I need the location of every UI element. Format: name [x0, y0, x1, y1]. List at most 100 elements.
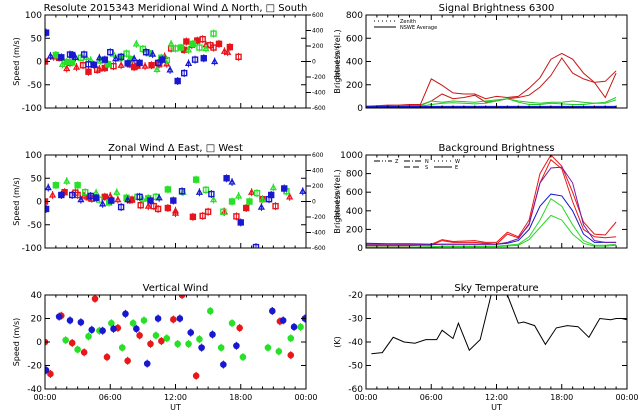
y-tick-label: 600	[346, 34, 363, 44]
data-point-square	[252, 243, 260, 248]
data-point-triangle	[171, 206, 180, 214]
y-right-tick-label: 600	[312, 152, 324, 159]
y-right-tick-label: -600	[312, 105, 326, 112]
data-point-square	[177, 44, 185, 51]
x-axis-label: UT	[491, 403, 502, 412]
x-tick-label: 06:00	[99, 393, 122, 402]
chart-title: Sky Temperature	[454, 283, 538, 294]
data-point-triangle	[149, 50, 157, 57]
series-line-red-1	[366, 52, 617, 107]
data-point	[209, 331, 216, 338]
data-point	[207, 307, 214, 315]
data-point	[187, 329, 195, 336]
y-tick-label: 0	[357, 244, 363, 254]
chart-title: Vertical Wind	[143, 283, 209, 294]
panel-signal: Signal Brightness 6300 800 600 400 200 0 Brigh…	[333, 3, 628, 114]
plot-area	[45, 295, 306, 380]
data-point-square	[117, 203, 125, 211]
y-tick-label: -100	[22, 244, 43, 254]
chart-title: Signal Brightness 6300	[439, 3, 555, 14]
chart-title: Resolute 2015343 Meridional Wind Δ North…	[44, 3, 308, 14]
plot-frame	[365, 154, 628, 249]
data-point-triangle	[46, 52, 55, 59]
data-point	[275, 348, 283, 355]
data-point-square	[136, 193, 143, 201]
data-point	[140, 317, 148, 324]
data-point-triangle	[234, 192, 243, 199]
x-tick-label: 12:00	[164, 393, 187, 402]
data-point-square	[108, 197, 115, 204]
data-point-triangle	[77, 195, 85, 203]
y-right-axis-label: Speed (m/s)	[334, 183, 341, 219]
data-point-square	[235, 53, 242, 61]
y-right-tick-label: 600	[312, 12, 324, 19]
y-axis-label: Speed (m/s)	[12, 177, 21, 226]
data-point-triangle	[117, 61, 125, 68]
y-right-tick-label: 400	[312, 28, 324, 35]
data-point	[264, 344, 272, 351]
data-point	[133, 325, 140, 333]
y-tick-label: 100	[25, 151, 42, 161]
data-point	[287, 351, 295, 359]
y-tick-label: 1000	[340, 151, 363, 161]
data-point	[124, 357, 131, 365]
y-tick-label: -40	[348, 338, 363, 348]
y-tick-label: 0	[36, 58, 42, 68]
data-point-square	[220, 208, 227, 215]
data-point-square	[164, 186, 172, 193]
data-point-triangle	[72, 63, 81, 70]
data-point-square	[191, 56, 199, 63]
data-point-triangle	[299, 187, 306, 194]
data-point-square	[136, 59, 143, 67]
legend-label: E	[455, 165, 458, 171]
data-point-triangle	[141, 62, 149, 69]
data-point	[154, 315, 162, 322]
data-point-square	[242, 204, 250, 212]
data-point	[290, 323, 298, 331]
data-point-square	[68, 51, 76, 59]
y-tick-label: 800	[346, 170, 363, 180]
data-point	[220, 361, 227, 368]
y-right-tick-label: -400	[312, 230, 326, 237]
y-tick-label: 40	[31, 291, 43, 301]
data-point-square	[85, 61, 92, 68]
data-point-square	[155, 61, 163, 68]
data-point-square	[164, 204, 172, 212]
data-point-square	[202, 186, 210, 194]
data-point-triangle	[228, 178, 236, 185]
data-point	[55, 313, 63, 320]
data-point-square	[223, 175, 230, 182]
data-point	[80, 349, 88, 356]
data-point-square	[281, 185, 288, 192]
data-point	[91, 295, 99, 303]
plot-area	[45, 28, 242, 86]
data-point-square	[246, 198, 253, 205]
data-point-square	[124, 60, 131, 67]
data-point	[45, 366, 50, 374]
data-point-square	[147, 197, 154, 204]
data-point-square	[272, 202, 279, 210]
data-point	[62, 336, 69, 344]
data-point-triangle	[269, 183, 277, 191]
series-line-purple-1	[366, 166, 617, 246]
x-tick-label: 00:00	[354, 393, 377, 402]
data-point-triangle	[45, 183, 52, 191]
y-right-axis-label: Speed (m/s)	[334, 43, 341, 79]
data-point-triangle	[49, 191, 57, 198]
legend-label: Z	[395, 159, 399, 165]
data-point-square	[215, 40, 223, 48]
series-line-green-1	[366, 97, 617, 108]
legend-label: Zenith	[400, 19, 416, 25]
y-tick-label: 400	[346, 207, 363, 217]
panel-background: Background Brightness 1000 800 600 400 200 0 Br…	[333, 143, 628, 254]
x-tick-label: 06:00	[420, 393, 443, 402]
data-point	[196, 335, 203, 343]
data-point-square	[233, 213, 240, 220]
data-point-square	[228, 198, 236, 205]
y-tick-label: 100	[25, 11, 42, 21]
y-tick-label: 20	[31, 315, 43, 325]
series-line-red-2	[366, 155, 617, 247]
data-point-triangle	[112, 54, 120, 62]
data-point-square	[178, 188, 186, 195]
